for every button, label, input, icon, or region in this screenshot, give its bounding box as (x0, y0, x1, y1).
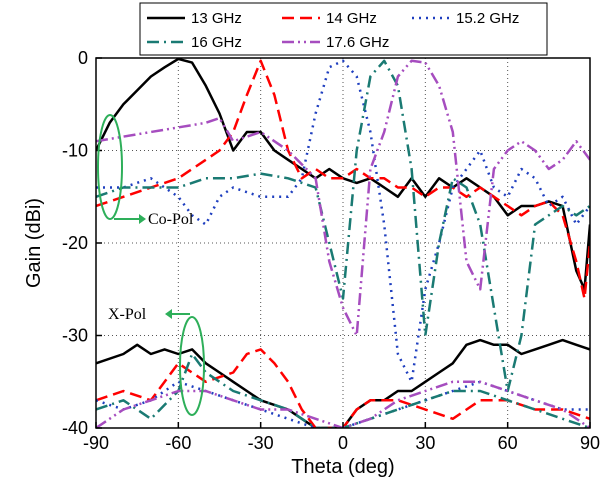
y-tick-label: -40 (62, 418, 88, 438)
y-axis-label: Gain (dBi) (23, 198, 45, 288)
axis-ticks: -90 -60 -30 0 30 60 90 0 -10 -20 -30 -40 (62, 48, 600, 453)
y-tick-label: -20 (62, 233, 88, 253)
x-pol-arrowhead (165, 309, 172, 319)
legend-label: 15.2 GHz (456, 10, 519, 27)
x-tick-label: 0 (338, 433, 348, 453)
x-pol-annotation: X-Pol (108, 306, 205, 416)
series-layer (96, 58, 590, 428)
x-tick-label: 90 (580, 433, 600, 453)
series-line-16ghz-co-pol (96, 59, 590, 393)
x-tick-label: -60 (165, 433, 191, 453)
x-tick-label: -30 (248, 433, 274, 453)
co-pol-annotation: Co-Pol (97, 114, 194, 228)
legend-label: 14 GHz (326, 10, 377, 27)
series-line-14ghz-x-pol (96, 348, 590, 428)
x-tick-label: 30 (415, 433, 435, 453)
legend-label: 17.6 GHz (326, 34, 389, 51)
series-line-15.2ghz-co-pol (96, 59, 590, 384)
y-tick-label: 0 (78, 48, 88, 68)
series-line-13ghz-co-pol (96, 58, 590, 291)
x-pol-ellipse (179, 316, 205, 416)
series-line-17.6ghz-co-pol (96, 59, 590, 337)
series-line-13ghz-x-pol (96, 338, 590, 428)
legend-box (139, 2, 548, 56)
co-pol-ellipse (97, 114, 123, 220)
y-tick-label: -10 (62, 141, 88, 161)
series-line-14ghz-co-pol (96, 59, 590, 300)
grid-lines (96, 58, 590, 428)
legend: 13 GHz 14 GHz 15.2 GHz 16 GHz 17.6 GHz (139, 2, 548, 56)
co-pol-label: Co-Pol (148, 211, 194, 228)
legend-label: 13 GHz (191, 10, 242, 27)
x-tick-label: -90 (83, 433, 109, 453)
x-axis-label: Theta (deg) (291, 456, 394, 478)
legend-label: 16 GHz (191, 34, 242, 51)
series-line-17.6ghz-x-pol (96, 380, 590, 428)
co-pol-arrowhead (139, 214, 146, 224)
y-tick-label: -30 (62, 326, 88, 346)
x-tick-label: 60 (498, 433, 518, 453)
x-pol-label: X-Pol (108, 306, 147, 323)
